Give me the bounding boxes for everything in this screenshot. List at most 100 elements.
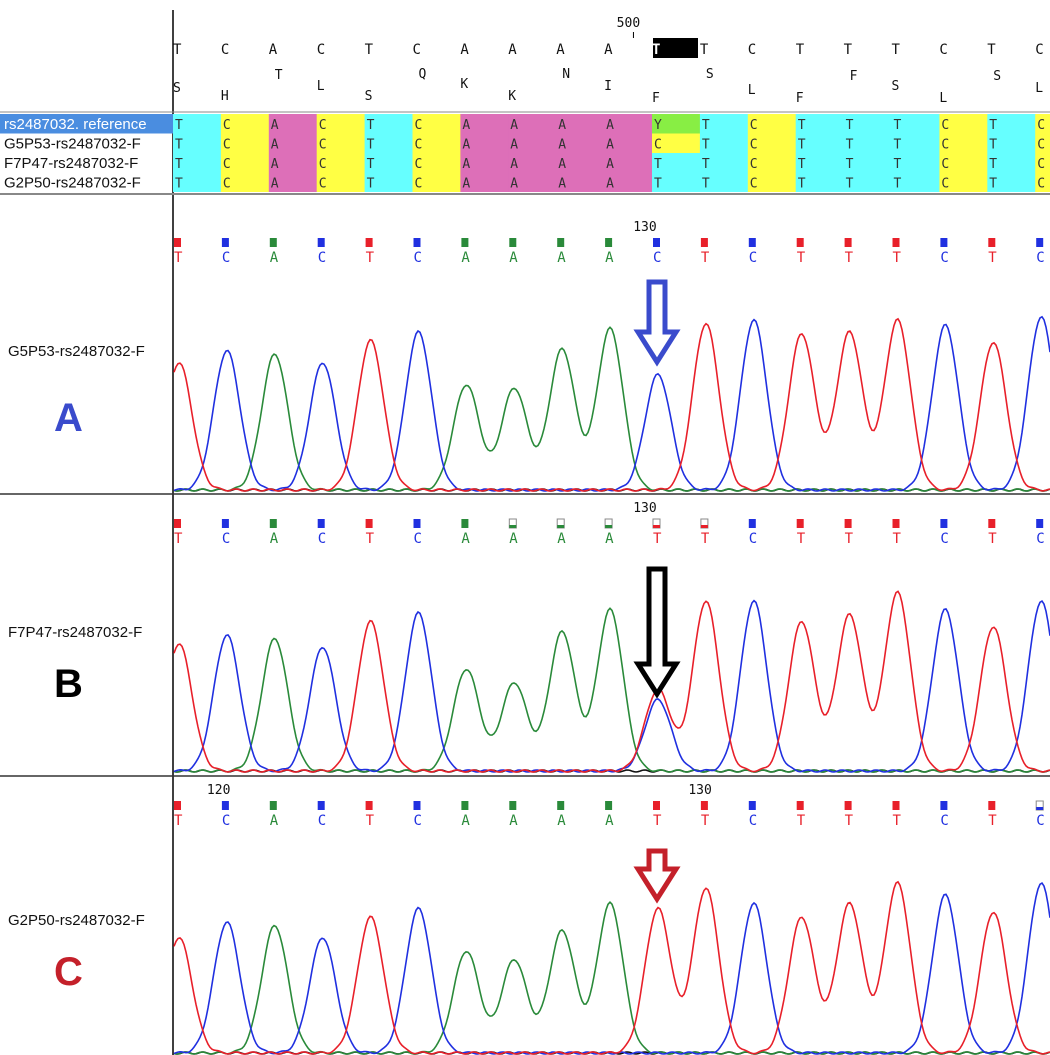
alignment-base: T (894, 138, 902, 153)
panel-sample-label: F7P47-rs2487032-F (8, 624, 142, 641)
alignment-base: T (175, 157, 183, 172)
called-base: T (797, 531, 806, 547)
alignment-cell (173, 133, 222, 153)
alignment-base: C (941, 157, 949, 172)
alignment-base: T (367, 118, 375, 133)
called-base: C (1036, 250, 1044, 266)
quality-box (653, 238, 660, 247)
quality-box (1036, 238, 1044, 247)
trace-T (173, 317, 1050, 492)
alignment-base: T (654, 177, 662, 192)
amino-acid: L (317, 79, 325, 94)
quality-box (221, 519, 229, 528)
called-base: T (174, 531, 183, 547)
alignment-base: Y (654, 118, 662, 133)
alignment-cell (891, 153, 940, 173)
quality-box (461, 519, 469, 528)
alignment-base: T (175, 138, 183, 153)
called-base: C (222, 531, 230, 547)
position-marker: 120 (207, 783, 230, 798)
called-base: C (414, 813, 422, 829)
position-label-500: 500 (617, 16, 640, 31)
alignment-base: C (1037, 138, 1045, 153)
position-marker: 130 (633, 501, 656, 516)
alignment-base: C (319, 138, 327, 153)
alignment-base: C (1037, 118, 1045, 133)
quality-box (892, 801, 900, 810)
quality-box (605, 238, 613, 247)
called-base: T (988, 250, 997, 266)
alignment-cell (795, 133, 845, 153)
alignment-cell (604, 172, 653, 192)
alignment-base: C (415, 138, 423, 153)
quality-box (1036, 519, 1044, 528)
alignment-cell (268, 114, 318, 134)
quality-box (461, 801, 469, 810)
reference-base: T (844, 42, 853, 58)
alignment-base: T (175, 177, 183, 192)
called-base: T (893, 531, 902, 547)
quality-box (269, 801, 277, 810)
arrow-icon (633, 566, 681, 699)
alignment-base: C (1037, 157, 1045, 172)
alignment-cell (316, 172, 366, 192)
alignment-cell (460, 133, 509, 153)
quality-box (940, 801, 948, 810)
called-base: T (653, 531, 662, 547)
alignment-label-selected-bg (0, 114, 173, 134)
panel-letter-b: B (54, 662, 83, 706)
quality-box (700, 238, 708, 247)
amino-acid: F (652, 91, 660, 106)
alignment-cell (460, 172, 509, 192)
alignment-cell (939, 114, 988, 134)
trace-T (173, 880, 1050, 1055)
alignment-base: C (941, 177, 949, 192)
amino-acid: S (365, 89, 373, 104)
arrow-icon (633, 279, 681, 367)
alignment-base: T (702, 118, 710, 133)
alignment-row-label: G5P53-rs2487032-F (4, 136, 141, 153)
alignment-cell (747, 133, 797, 153)
reference-base: T (652, 42, 660, 58)
alignment-cell (364, 172, 413, 192)
alignment-cell (173, 153, 222, 173)
alignment-base: T (702, 138, 710, 153)
quality-box (221, 238, 229, 247)
alignment-base: T (798, 138, 806, 153)
alignment-row-label: G2P50-rs2487032-F (4, 175, 141, 192)
called-base: A (461, 531, 470, 547)
alignment-cell (652, 153, 701, 173)
called-base: T (845, 813, 854, 829)
chromatogram-panel-a: 130 T C A C T C A A A A C T C T T T C T C G5P53-rs2487032-F A (8, 220, 1050, 492)
quality-box (700, 801, 708, 810)
reference-base: T (365, 42, 374, 58)
called-base: T (845, 250, 854, 266)
alignment-cell (987, 133, 1036, 153)
called-base: T (174, 250, 183, 266)
amino-acid: L (1035, 81, 1043, 96)
alignment-cell (1035, 153, 1050, 173)
quality-box (796, 519, 804, 528)
alignment-base: T (846, 118, 854, 133)
called-base: T (797, 250, 806, 266)
alignment-cell (220, 114, 270, 134)
alignment-cell (1035, 114, 1050, 134)
called-base: T (701, 250, 710, 266)
quality-box (269, 519, 277, 528)
alignment-cell (268, 153, 318, 173)
called-base: T (366, 813, 375, 829)
panel-letter-a: A (54, 396, 83, 440)
quality-box (269, 238, 277, 247)
quality-box (413, 238, 421, 247)
quality-box (940, 519, 948, 528)
amino-acid: H (221, 89, 229, 104)
quality-box (844, 801, 852, 810)
reference-base: T (796, 42, 805, 58)
called-base: A (509, 531, 518, 547)
alignment-base: A (558, 138, 566, 153)
reference-base: T (173, 42, 182, 58)
quality-box (365, 238, 373, 247)
alignment-base: T (367, 138, 375, 153)
alignment-cell (891, 172, 940, 192)
reference-base: A (460, 42, 469, 58)
